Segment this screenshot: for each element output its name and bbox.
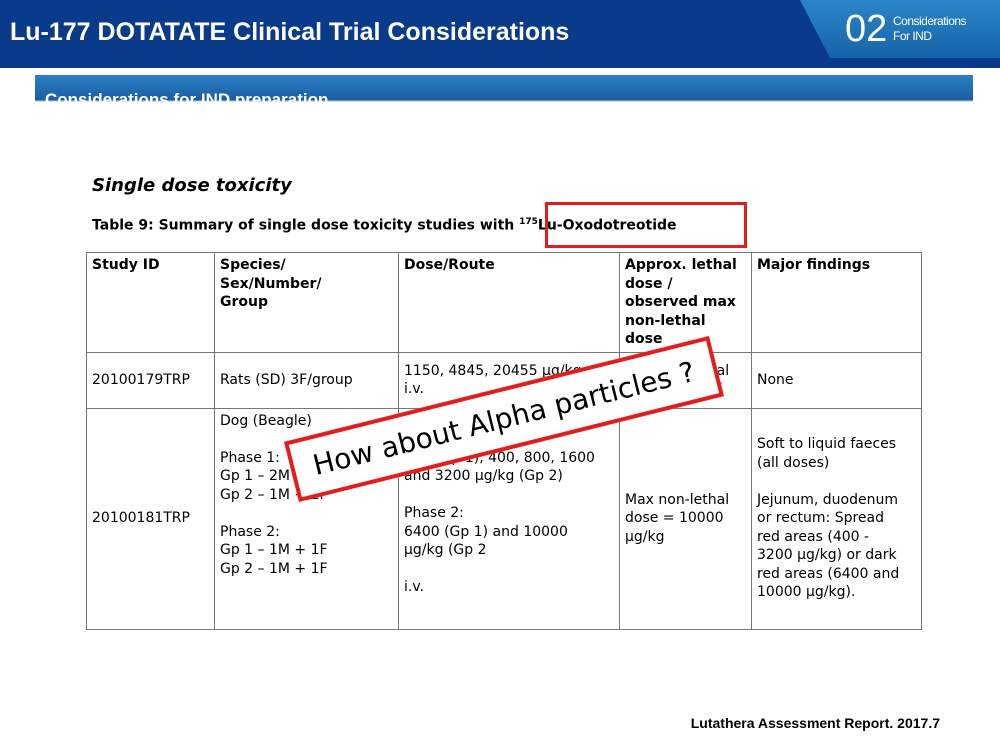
heading: Single dose toxicity: [92, 175, 292, 196]
section-line: For IND: [893, 29, 932, 43]
table: Study ID Species/ Sex/Number/ Group Dose…: [86, 252, 922, 630]
caption: Table 9: Summary of single dose toxicity…: [92, 217, 677, 234]
section-line: Considerations: [893, 14, 967, 28]
title: Lu-177 DOTATATE Clinical Trial Considera…: [10, 18, 570, 46]
superscript: 175: [519, 217, 538, 227]
cell: Max non-lethal dose = 10000 µg/kg: [619, 407, 752, 630]
cell: None: [751, 351, 922, 409]
header-row: Study ID Species/ Sex/Number/ Group Dose…: [86, 252, 922, 353]
header-cell: Species/ Sex/Number/ Group: [214, 252, 399, 353]
header-cell: Dose/Route: [398, 252, 620, 353]
caption-text: Table 9: Summary of single dose toxicity…: [92, 217, 515, 234]
section-label: Considerations For IND: [893, 14, 967, 44]
section-number: 02: [845, 8, 888, 50]
section-badge: [800, 0, 1000, 58]
row: 20100181TRP Dog (Beagle) Phase 1: Gp 1 –…: [86, 407, 922, 630]
header-cell: Major findings: [751, 252, 922, 353]
cell: 20100179TRP: [86, 351, 215, 409]
footer: Lutathera Assessment Report. 2017.7: [690, 715, 940, 731]
highlight-box: [545, 202, 747, 248]
cell: 20100181TRP: [86, 407, 215, 630]
cell: Soft to liquid faeces (all doses) Jejunu…: [751, 407, 922, 630]
compound: Lu-Oxodotreotide: [537, 217, 677, 234]
subheader: Considerations for IND preparation: [45, 90, 329, 109]
header-cell: Approx. lethal dose / observed max non-l…: [619, 252, 752, 353]
subheader-bar: [35, 75, 973, 120]
cell: Rats (SD) 3F/group: [214, 351, 399, 409]
header-cell: Study ID: [86, 252, 215, 353]
